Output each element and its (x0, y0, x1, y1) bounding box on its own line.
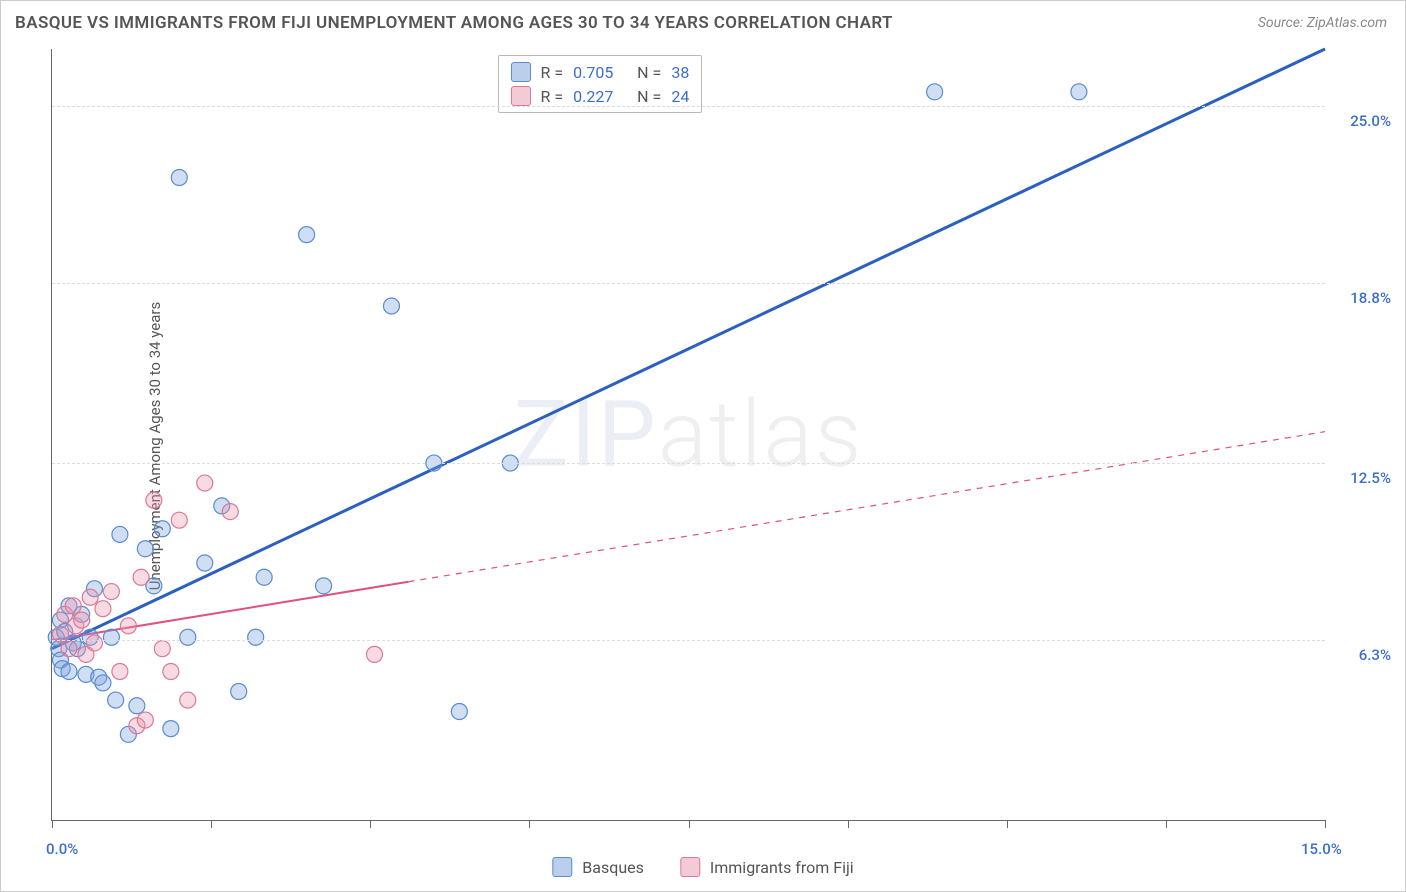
scatter-point (197, 555, 213, 571)
r-value: 0.227 (573, 87, 627, 106)
scatter-point (231, 684, 247, 700)
x-tick (1166, 820, 1167, 828)
scatter-point (86, 635, 102, 651)
y-tick-label: 12.5% (1350, 469, 1391, 487)
x-tick (211, 820, 212, 828)
x-tick-label: 0.0% (46, 840, 78, 858)
scatter-point (95, 675, 111, 691)
n-label: N = (637, 63, 661, 82)
scatter-point (65, 598, 81, 614)
x-tick (1007, 820, 1008, 828)
x-tick (1325, 820, 1326, 828)
y-tick-label: 6.3% (1359, 646, 1391, 664)
legend-swatch (511, 86, 531, 106)
x-tick (52, 820, 53, 828)
x-tick (370, 820, 371, 828)
regression-line-extrapolated (408, 432, 1325, 582)
series-legend-item: Basques (552, 857, 644, 877)
scatter-point (222, 504, 238, 520)
stats-legend: R = 0.705 N = 38 R = 0.227 N = 24 (498, 55, 703, 113)
plot-area: ZIPatlas R =0.705N =38R =0.227N =24 6.3%… (51, 49, 1325, 821)
legend-swatch (552, 857, 572, 877)
series-legend-label: Basques (582, 858, 644, 877)
scatter-point (163, 721, 179, 737)
legend-swatch (680, 857, 700, 877)
r-label: R = (541, 63, 564, 82)
series-legend: Basques Immigrants from Fiji (552, 857, 853, 877)
scatter-point (366, 646, 382, 662)
scatter-point (171, 170, 187, 186)
scatter-point (248, 629, 264, 645)
series-legend-label: Immigrants from Fiji (710, 858, 854, 877)
scatter-point (103, 629, 119, 645)
x-tick-label: 15.0% (1301, 840, 1342, 858)
scatter-point (927, 84, 943, 100)
chart-container: BASQUE VS IMMIGRANTS FROM FIJI UNEMPLOYM… (0, 0, 1406, 892)
scatter-point (133, 569, 149, 585)
scatter-point (112, 664, 128, 680)
gridline (52, 640, 1325, 641)
n-value: 24 (671, 87, 689, 106)
scatter-point (154, 521, 170, 537)
scatter-point (120, 618, 136, 634)
scatter-point (299, 227, 315, 243)
scatter-point (112, 526, 128, 542)
x-tick (848, 820, 849, 828)
scatter-point (82, 589, 98, 605)
source-attribution: Source: ZipAtlas.com (1258, 15, 1387, 31)
scatter-point (103, 584, 119, 600)
scatter-point (1071, 84, 1087, 100)
x-tick (529, 820, 530, 828)
scatter-point (146, 492, 162, 508)
n-value: 38 (671, 63, 689, 82)
r-label: R = (541, 87, 564, 106)
y-tick-label: 25.0% (1350, 112, 1391, 130)
y-tick-label: 18.8% (1350, 289, 1391, 307)
scatter-point (451, 703, 467, 719)
scatter-point (197, 475, 213, 491)
x-tick (689, 820, 690, 828)
scatter-point (383, 298, 399, 314)
scatter-point (137, 541, 153, 557)
scatter-point (316, 578, 332, 594)
gridline (52, 106, 1325, 107)
scatter-point (180, 629, 196, 645)
scatter-point (129, 698, 145, 714)
scatter-point (171, 512, 187, 528)
r-value: 0.705 (573, 63, 627, 82)
scatter-point (74, 612, 90, 628)
scatter-point (108, 692, 124, 708)
scatter-point (61, 664, 77, 680)
gridline (52, 283, 1325, 284)
scatter-point (95, 601, 111, 617)
n-label: N = (637, 87, 661, 106)
scatter-point (61, 641, 77, 657)
scatter-point (163, 664, 179, 680)
scatter-point (256, 569, 272, 585)
legend-swatch (511, 62, 531, 82)
chart-title: BASQUE VS IMMIGRANTS FROM FIJI UNEMPLOYM… (15, 13, 893, 33)
scatter-plot-svg (52, 49, 1325, 820)
stats-legend-row: R = 0.705 N = 38 (511, 62, 690, 82)
scatter-point (137, 712, 153, 728)
gridline (52, 463, 1325, 464)
series-legend-item: Immigrants from Fiji (680, 857, 854, 877)
scatter-point (180, 692, 196, 708)
scatter-point (154, 641, 170, 657)
regression-line (52, 49, 1325, 649)
stats-legend-row: R = 0.227 N = 24 (511, 86, 690, 106)
